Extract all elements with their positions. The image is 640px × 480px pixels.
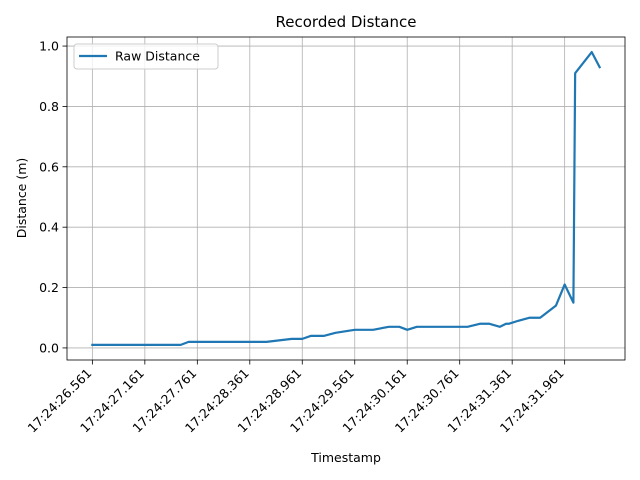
legend: Raw Distance — [73, 43, 219, 70]
x-axis-title: Timestamp — [310, 450, 381, 465]
y-axis-ticks: 0.0 0.2 0.4 0.6 0.8 1.0 — [39, 39, 67, 355]
plot-series — [91, 50, 602, 347]
legend-box — [73, 43, 219, 70]
y-tick-label: 0.8 — [39, 99, 59, 114]
legend-label: Raw Distance — [115, 49, 200, 64]
series-line-raw-distance — [91, 50, 602, 347]
y-axis-title: Distance (m) — [14, 158, 29, 239]
plot-frame — [66, 36, 626, 361]
y-tick-label: 1.0 — [39, 39, 59, 54]
y-tick-label: 0.4 — [39, 220, 59, 235]
y-tick-label: 0.0 — [39, 340, 59, 355]
chart-title: Recorded Distance — [276, 13, 417, 31]
y-tick-label: 0.2 — [39, 280, 59, 295]
y-tick-label: 0.6 — [39, 159, 59, 174]
